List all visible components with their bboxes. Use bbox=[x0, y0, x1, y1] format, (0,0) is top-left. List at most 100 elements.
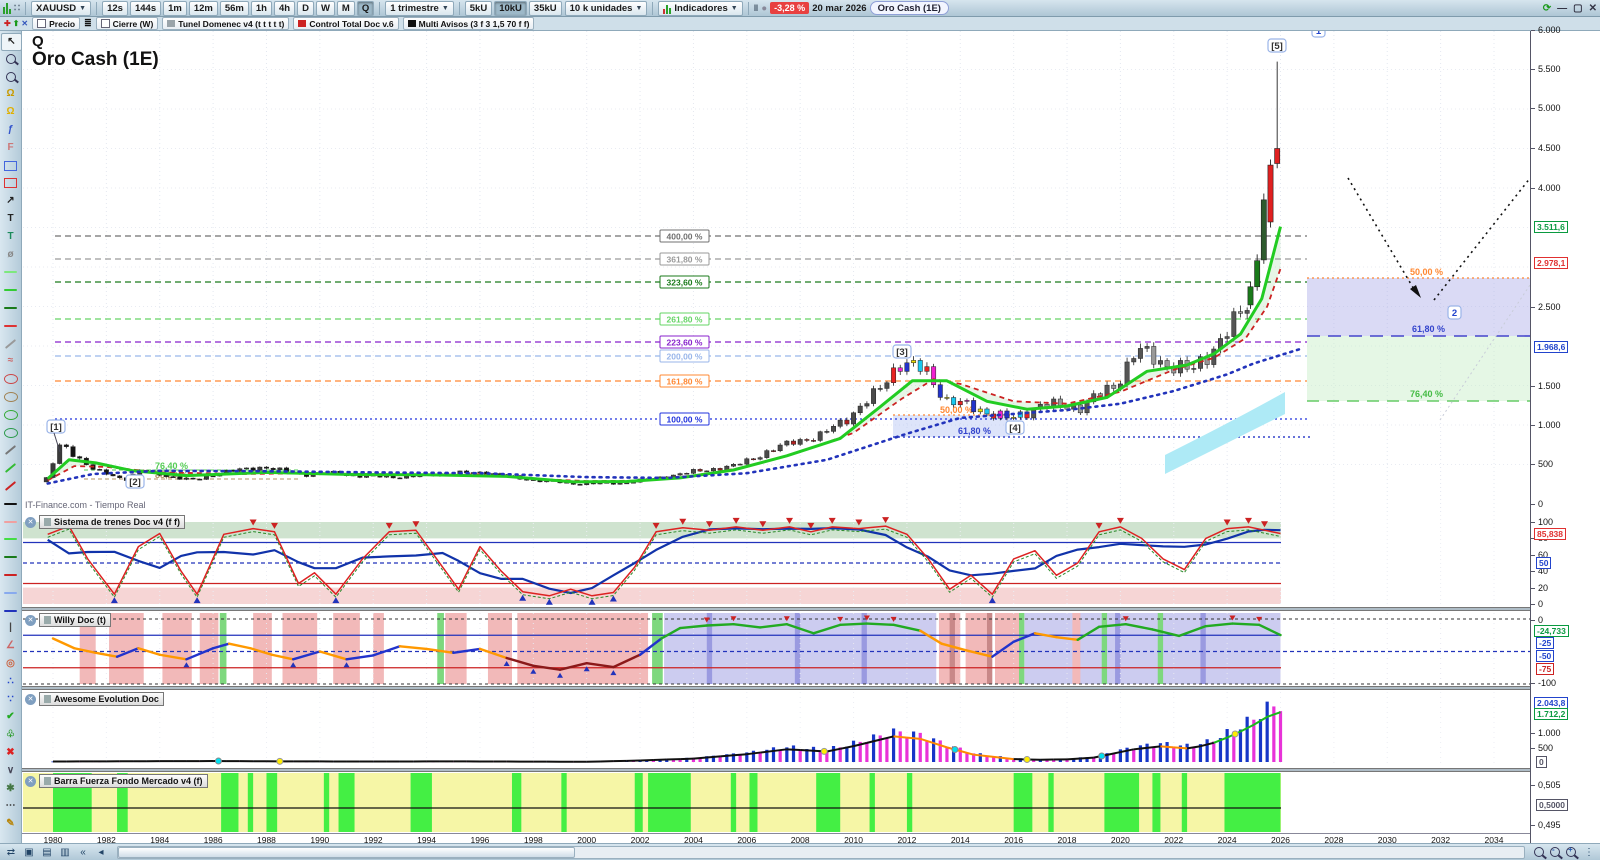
timeframe-M[interactable]: M bbox=[336, 0, 355, 16]
indicator-panel-barra[interactable] bbox=[22, 772, 1530, 833]
rect-red-tool[interactable] bbox=[1, 175, 20, 191]
panel-separator[interactable] bbox=[22, 768, 1530, 772]
close-panel-icon[interactable]: ✕ bbox=[25, 693, 36, 705]
hline-darkgreen2-tool[interactable] bbox=[1, 549, 20, 565]
price-flag-tool[interactable]: ƒ bbox=[7, 124, 14, 135]
hline-green2-tool[interactable] bbox=[1, 531, 20, 547]
indicator-panel-trenes[interactable] bbox=[22, 513, 1530, 607]
ellipse-green2-tool[interactable] bbox=[1, 425, 20, 441]
trendline-red-tool[interactable] bbox=[1, 478, 20, 494]
points-tool[interactable]: ∴ bbox=[7, 675, 14, 687]
overlay-action-icon[interactable]: ✚ bbox=[4, 19, 11, 28]
zoom-in-icon[interactable]: + bbox=[1566, 845, 1576, 857]
rect-blue-tool[interactable] bbox=[1, 158, 20, 174]
timeframe-4h[interactable]: 4h bbox=[273, 0, 296, 16]
hline-lightblue-tool[interactable] bbox=[1, 585, 20, 601]
trendline-gray-tool[interactable] bbox=[1, 442, 20, 458]
close-panel-icon[interactable]: ✕ bbox=[25, 775, 36, 787]
settings-objects-tool[interactable]: ✱ bbox=[6, 782, 15, 794]
fibo-tool[interactable]: F bbox=[7, 141, 14, 153]
more-dots-tool[interactable]: ⋯ bbox=[5, 800, 16, 812]
main-price-chart[interactable]: 50,00 %61,80 %400,00 %361,80 %323,60 %26… bbox=[22, 31, 1530, 513]
timeframe-W[interactable]: W bbox=[315, 0, 335, 16]
ruler-tool[interactable] bbox=[1, 336, 20, 352]
overlay-item-4[interactable]: Multi Avisos (3 f 3 1,5 70 f f) bbox=[402, 17, 535, 30]
price-axis[interactable]: 6.000 5.500 5.000 4.500 4.000 2.500 1.500 1.000… bbox=[1530, 25, 1600, 843]
hline-lightgreen-tool[interactable] bbox=[1, 264, 20, 280]
record-icon[interactable]: ● bbox=[761, 2, 768, 14]
hline-blue-tool[interactable] bbox=[1, 603, 20, 619]
symbol-select[interactable]: XAUUSD ▼ bbox=[31, 0, 92, 16]
refresh-icon[interactable]: ⟳ bbox=[1542, 2, 1552, 14]
unit-5kU[interactable]: 5kU bbox=[464, 0, 493, 16]
collapse-icon[interactable]: « bbox=[80, 846, 86, 858]
timeframe-Q[interactable]: Q bbox=[356, 0, 375, 16]
indicator-panel-awesome[interactable] bbox=[22, 690, 1530, 768]
collapse-chevron[interactable]: ∨ bbox=[6, 764, 15, 776]
more-icon[interactable]: ⋮ bbox=[1584, 846, 1594, 858]
timeframe-56m[interactable]: 56m bbox=[219, 0, 249, 16]
close-button[interactable]: ✕ bbox=[1588, 2, 1597, 14]
hline-darkgreen-tool[interactable] bbox=[1, 300, 20, 316]
hline-green-tool[interactable] bbox=[1, 282, 20, 298]
draw-pencil-tool[interactable]: ✎ bbox=[6, 818, 15, 830]
zoom-area-tool[interactable] bbox=[1, 69, 20, 85]
thumbs-up-tool[interactable]: ♧ bbox=[6, 729, 15, 741]
pointer-tool[interactable]: ↖ bbox=[1, 33, 22, 51]
overlay-item-0[interactable]: Precio bbox=[32, 17, 81, 30]
pause-icon[interactable]: ‖ bbox=[753, 2, 759, 14]
document-tab[interactable]: Oro Cash (1E) bbox=[869, 1, 949, 15]
minimize-button[interactable]: — bbox=[1557, 2, 1568, 14]
share-icon[interactable]: ⇄ bbox=[6, 846, 16, 858]
overlay-action-icon[interactable]: ✕ bbox=[21, 19, 29, 28]
note-tool[interactable]: T bbox=[7, 230, 14, 242]
close-panel-icon[interactable]: ✕ bbox=[25, 614, 36, 626]
overlay-action-icon[interactable]: ⬆ bbox=[12, 19, 20, 28]
close-panel-icon[interactable]: ✕ bbox=[25, 516, 36, 528]
scrollbar-thumb[interactable] bbox=[118, 846, 575, 858]
zoom-tool[interactable] bbox=[1, 51, 20, 67]
indicator-panel-willy[interactable] bbox=[22, 611, 1530, 686]
time-axis[interactable]: 1980 1982 1984 1986 1988 1990 1992 1994 1996 1998… bbox=[22, 833, 1530, 845]
chat-icon[interactable]: ▣ bbox=[24, 846, 34, 858]
restore-button[interactable]: ▢ bbox=[1573, 2, 1583, 14]
segment-tool[interactable]: ø bbox=[7, 248, 14, 260]
ellipse-green-tool[interactable] bbox=[1, 407, 20, 423]
chart-area[interactable] bbox=[22, 31, 1530, 833]
hline-red2-tool[interactable] bbox=[1, 567, 20, 583]
check-tool[interactable]: ✔ bbox=[6, 711, 15, 723]
pattern-tool[interactable]: ≈ bbox=[7, 355, 14, 367]
units-select[interactable]: 10 k unidades ▼ bbox=[564, 0, 648, 16]
text-tool[interactable]: T bbox=[7, 213, 14, 224]
timeframe-D[interactable]: D bbox=[297, 0, 314, 16]
hline-red-tool[interactable] bbox=[1, 318, 20, 334]
vline-tool[interactable]: | bbox=[9, 622, 12, 634]
delete-tool[interactable]: ✖ bbox=[6, 747, 15, 758]
timeframe-1h[interactable]: 1h bbox=[250, 0, 272, 16]
circle-target-tool[interactable]: ◎ bbox=[6, 658, 15, 669]
indicators-button[interactable]: Indicadores ▼ bbox=[658, 0, 743, 16]
overlay-item-1[interactable]: Cierre (W) bbox=[95, 17, 159, 30]
panel-separator[interactable] bbox=[22, 607, 1530, 611]
alarm-edit-tool[interactable]: Ω bbox=[6, 88, 15, 100]
trend-arrow-tool[interactable]: ↗ bbox=[6, 195, 15, 207]
ellipse-brown-tool[interactable] bbox=[1, 389, 20, 405]
timeframe-12s[interactable]: 12s bbox=[102, 0, 128, 16]
angle-tool[interactable]: ∠ bbox=[6, 640, 15, 652]
period-select[interactable]: 1 trimestre ▼ bbox=[385, 0, 454, 16]
timeframe-12m[interactable]: 12m bbox=[188, 0, 218, 16]
overlay-item-3[interactable]: Control Total Doc v.6 bbox=[293, 17, 399, 30]
zoom-out-icon[interactable]: - bbox=[1550, 845, 1560, 857]
grid-icon[interactable]: ∷ bbox=[14, 2, 21, 14]
horizontal-scrollbar[interactable] bbox=[117, 845, 1525, 859]
points2-tool[interactable]: ∵ bbox=[7, 693, 14, 705]
image-icon[interactable]: ▤ bbox=[42, 846, 52, 858]
trendline-green-tool[interactable] bbox=[1, 460, 20, 476]
overlay-item-2[interactable]: Tunel Domenec v4 (t t t t t) bbox=[162, 17, 290, 30]
hline-black-tool[interactable] bbox=[1, 496, 20, 512]
alarm-tool[interactable]: Ω bbox=[6, 106, 15, 118]
scroll-left-icon[interactable]: ◂ bbox=[98, 846, 104, 858]
unit-35kU[interactable]: 35kU bbox=[528, 0, 562, 16]
list-icon[interactable]: ≣ bbox=[84, 18, 92, 28]
hline-pink-tool[interactable] bbox=[1, 514, 20, 530]
